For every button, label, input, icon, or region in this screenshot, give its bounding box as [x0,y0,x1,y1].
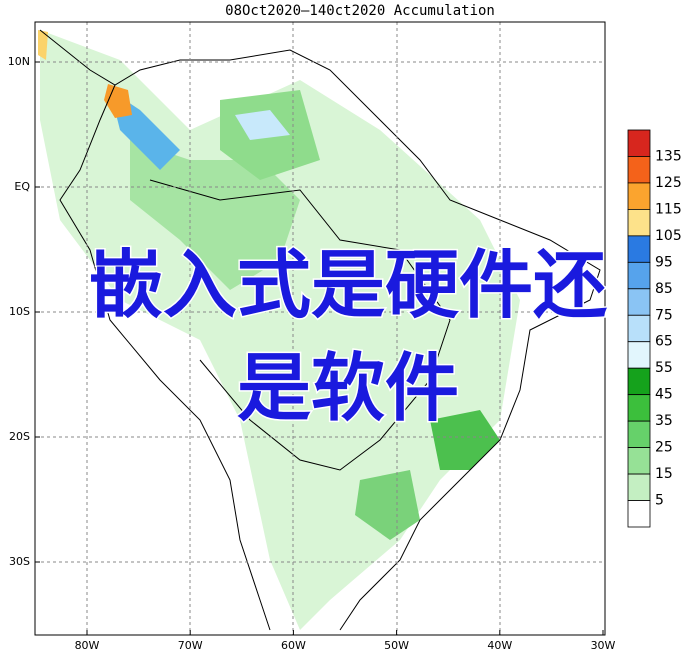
lat-label: 30S [9,555,30,568]
colorbar-label: 125 [655,175,682,191]
colorbar-label: 65 [655,334,673,350]
colorbar-swatch [627,129,651,157]
colorbar-swatch [627,314,651,343]
overlay-line-1: 嵌入式是硬件还 [89,243,608,329]
lat-label: 10N [8,55,30,68]
colorbar-swatch [627,473,651,501]
colorbar-label: 95 [655,254,673,270]
colorbar-swatch [627,261,651,290]
colorbar-swatch [627,500,651,528]
colorbar-swatch [627,447,651,475]
colorbar-label: 15 [655,466,673,482]
colorbar-label: 115 [655,201,682,217]
lon-label: 80W [75,639,100,652]
colorbar-swatch [627,341,651,369]
lon-label: 40W [487,639,512,652]
axis-labels: 10N EQ 10S 20S 30S 80W 70W 60W 50W 40W 30W [8,55,616,652]
colorbar-swatch [627,288,651,316]
lon-label: 50W [384,639,409,652]
colorbar-swatch [627,156,651,184]
graticule [35,22,605,635]
colorbar-swatch [627,420,651,448]
lat-label: EQ [14,180,30,193]
map-frame [34,21,606,636]
colorbar-swatch [627,367,651,396]
colorbar-label: 85 [655,281,673,297]
colorbar-swatch [627,208,651,237]
colorbar-label: 135 [655,148,682,164]
overlay-line-2: 是软件 [237,346,459,432]
colorbar-label: 55 [655,360,673,376]
map-title: 08Oct2020—140ct2020 Accumulation [225,3,495,19]
lon-label: 30W [591,639,616,652]
lon-label: 60W [281,639,306,652]
lat-label: 10S [9,305,30,318]
colorbar-swatch [627,394,651,422]
colorbar-label: 5 [655,493,664,509]
colorbar-label: 25 [655,440,673,456]
lon-label: 70W [178,639,203,652]
colorbar-label: 35 [655,413,673,429]
colorbar-label: 105 [655,228,682,244]
colorbar-label: 75 [655,307,673,323]
precip-field [38,30,520,630]
colorbar: 135 125 115 105 95 85 75 65 55 45 35 25 15 5 [627,129,682,528]
colorbar-label: 45 [655,387,673,403]
colorbar-swatch [627,235,651,263]
colorbar-swatch [627,182,651,210]
lat-label: 20S [9,430,30,443]
